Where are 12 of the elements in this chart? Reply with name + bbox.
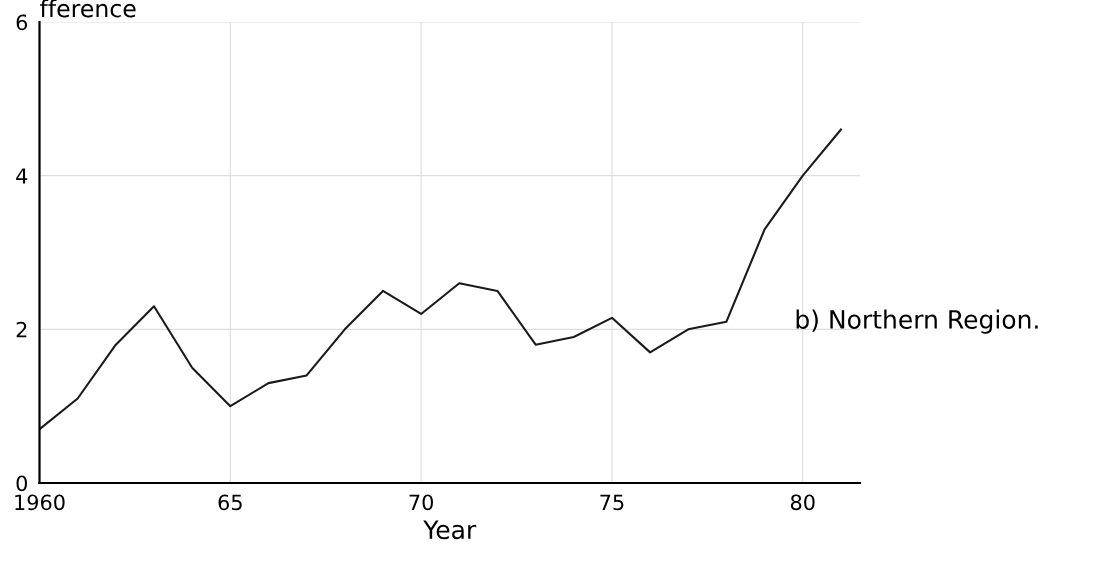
y-tick-label: 4 xyxy=(16,168,28,184)
annotation: b) Northern Region. xyxy=(796,309,1038,334)
x-axis-title: Year xyxy=(423,520,477,540)
x-tick-label: 1960 xyxy=(15,494,65,511)
y-axis-title: fference xyxy=(40,0,136,18)
x-tick-label: 75 xyxy=(600,494,624,511)
x-tick-label: 70 xyxy=(409,494,433,511)
y-tick-label: 6 xyxy=(16,14,28,31)
y-tick-label: 2 xyxy=(16,321,27,338)
y-tick-label: 0 xyxy=(16,475,28,492)
x-tick-label: 65 xyxy=(218,494,242,511)
x-tick-label: 80 xyxy=(790,494,815,511)
